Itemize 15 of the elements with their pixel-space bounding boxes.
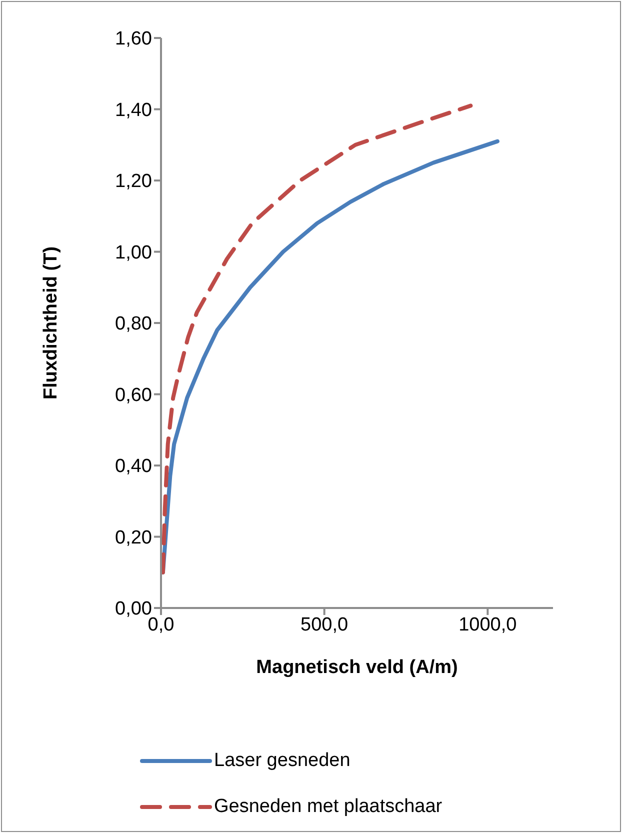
y-tick-label: 0,80 [115,314,152,335]
legend-label: Gesneden met plaatschaar [214,796,442,818]
y-tick-label: 1,20 [115,171,152,192]
y-tick-label: 1,60 [115,28,152,50]
y-tick-label: 1,00 [115,242,152,264]
y-tick-label: 0,40 [115,456,152,478]
y-axis-title: Fluxdichtheid (T) [40,246,62,400]
y-tick-label: 1,40 [115,100,152,121]
x-tick-label: 1000,0 [458,614,517,636]
x-tick-label: 0,0 [148,614,174,636]
y-tick-label: 0,20 [115,527,152,548]
y-tick-label: 0,60 [115,384,152,406]
x-axis-title: Magnetisch veld (A/m) [256,657,458,678]
x-tick-label: 500,0 [300,614,348,636]
legend-label: Laser gesneden [214,750,350,772]
